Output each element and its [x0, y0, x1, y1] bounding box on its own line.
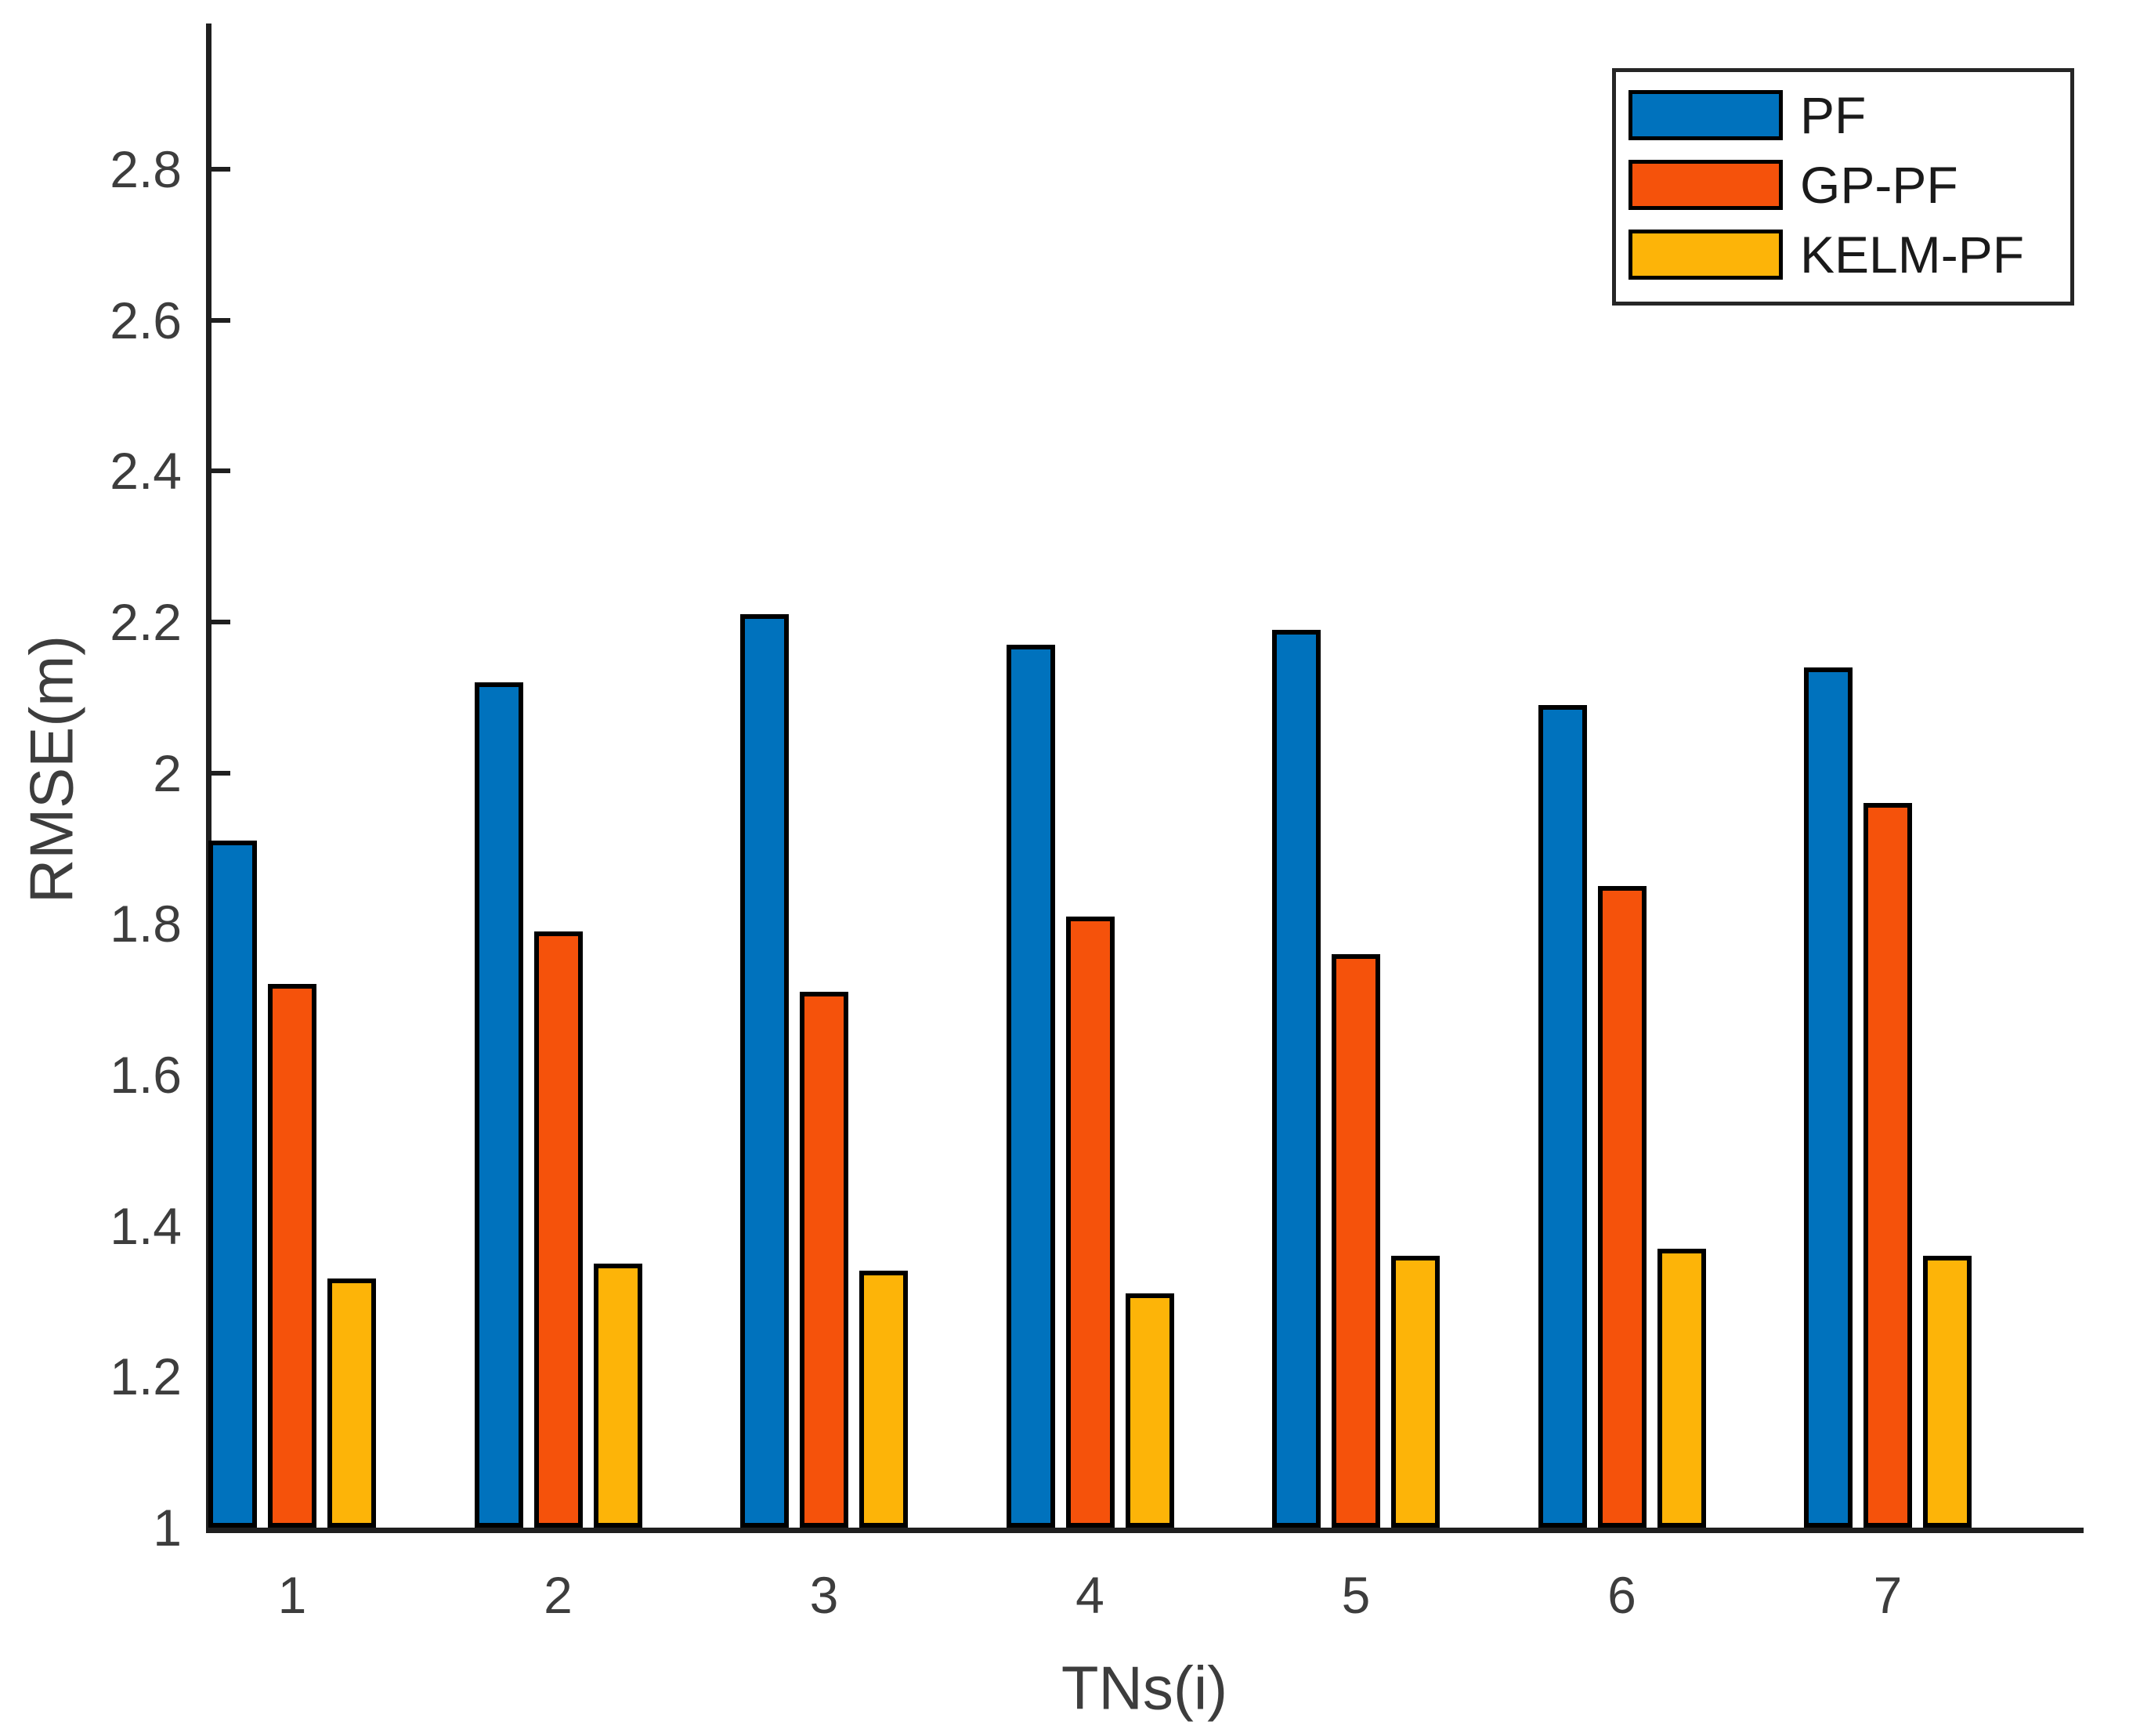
y-tick — [211, 619, 230, 624]
legend-box: PF GP-PF KELM-PF — [1612, 68, 2074, 306]
x-tick-label: 4 — [1075, 1566, 1104, 1624]
bar-pf-tn1 — [208, 841, 257, 1528]
bar-gp-pf-tn4 — [1065, 916, 1115, 1528]
y-tick-label: 2 — [153, 743, 182, 802]
legend-swatch-kelm-pf — [1628, 230, 1783, 280]
bar-kelm-pf-tn1 — [327, 1278, 376, 1528]
x-tick-label: 5 — [1341, 1566, 1371, 1624]
bar-pf-tn3 — [740, 614, 789, 1528]
legend-item: KELM-PF — [1628, 226, 2070, 284]
x-tick-label: 2 — [544, 1566, 573, 1624]
bar-pf-tn4 — [1006, 644, 1055, 1528]
y-tick — [211, 166, 230, 172]
bar-gp-pf-tn2 — [533, 931, 583, 1528]
bar-kelm-pf-tn3 — [859, 1271, 908, 1528]
y-tick-label: 2.4 — [110, 442, 182, 501]
bar-kelm-pf-tn5 — [1391, 1256, 1440, 1528]
legend-swatch-pf — [1628, 90, 1783, 140]
bar-pf-tn6 — [1538, 704, 1587, 1528]
legend-item: PF — [1628, 86, 2070, 144]
bar-pf-tn2 — [474, 682, 523, 1528]
y-tick-label: 1.2 — [110, 1347, 182, 1406]
bar-pf-tn7 — [1804, 667, 1853, 1528]
x-axis-label: TNs(i) — [1061, 1653, 1228, 1723]
y-tick-label: 1.4 — [110, 1196, 182, 1255]
y-tick — [211, 1525, 230, 1530]
bar-pf-tn5 — [1272, 629, 1321, 1528]
plot-area — [206, 24, 2084, 1530]
bar-kelm-pf-tn4 — [1125, 1293, 1174, 1528]
y-tick-label: 2.2 — [110, 592, 182, 651]
x-tick-label: 1 — [277, 1566, 307, 1624]
legend-label: GP-PF — [1800, 156, 1958, 214]
x-tick-label: 7 — [1873, 1566, 1903, 1624]
y-tick — [211, 770, 230, 776]
bar-gp-pf-tn3 — [800, 992, 848, 1528]
bar-gp-pf-tn6 — [1597, 886, 1647, 1528]
x-tick-label: 3 — [809, 1566, 839, 1624]
y-tick-label: 2.8 — [110, 139, 182, 198]
y-tick — [211, 317, 230, 323]
legend-item: GP-PF — [1628, 156, 2070, 214]
y-tick — [211, 468, 230, 474]
x-tick-label: 6 — [1607, 1566, 1636, 1624]
legend-label: PF — [1800, 86, 1867, 144]
bar-kelm-pf-tn6 — [1657, 1248, 1706, 1528]
y-tick-label: 1 — [153, 1499, 182, 1557]
bar-gp-pf-tn1 — [268, 984, 316, 1528]
y-tick-label: 1.8 — [110, 895, 182, 953]
y-axis-line — [206, 24, 211, 1533]
y-tick-label: 2.6 — [110, 291, 182, 349]
legend-swatch-gp-pf — [1628, 160, 1783, 210]
y-tick-label: 1.6 — [110, 1045, 182, 1104]
bar-gp-pf-tn5 — [1332, 953, 1380, 1528]
x-axis-line — [206, 1528, 2084, 1533]
legend-label: KELM-PF — [1800, 226, 2025, 284]
bar-kelm-pf-tn2 — [593, 1263, 642, 1528]
bar-kelm-pf-tn7 — [1923, 1256, 1972, 1528]
bar-gp-pf-tn7 — [1863, 803, 1912, 1528]
